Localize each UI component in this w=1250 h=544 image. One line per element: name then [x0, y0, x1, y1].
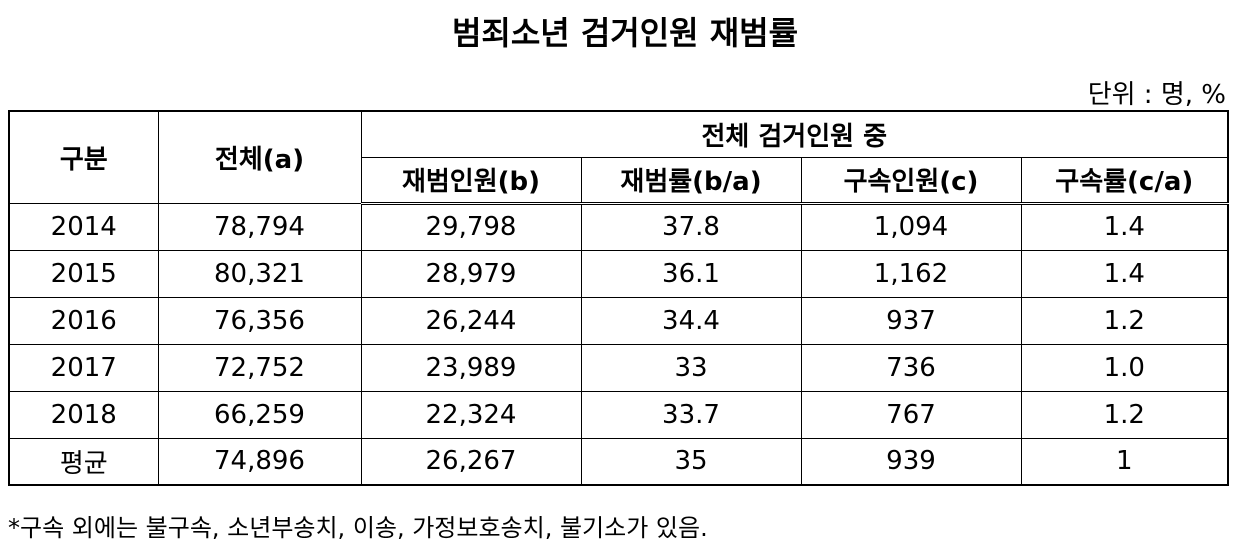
table-cell: 76,356 [157, 296, 362, 345]
data-table: 구분 전체(a) 전체 검거인원 중 재범인원(b) 재범률(b/a) 구속인원(c… [8, 110, 1230, 486]
table-row: 2014 78,794 29,798 37.8 1,094 1.4 [8, 202, 1229, 251]
table-cell: 2016 [8, 296, 159, 345]
header-cell: 구속인원(c) [800, 156, 1022, 205]
table-cell: 1,162 [800, 249, 1022, 298]
table-cell: 1.4 [1020, 202, 1229, 251]
table-row: 2016 76,356 26,244 34.4 937 1.2 [8, 296, 1229, 345]
table-cell: 78,794 [157, 202, 362, 251]
table-cell: 2015 [8, 249, 159, 298]
table-cell: 2017 [8, 343, 159, 392]
table-cell: 22,324 [360, 390, 582, 439]
table-cell: 26,267 [360, 437, 582, 486]
table-cell: 1 [1020, 437, 1229, 486]
footnote: *구속 외에는 불구속, 소년부송치, 이송, 가정보호송치, 불기소가 있음. [8, 514, 708, 542]
table-cell: 2018 [8, 390, 159, 439]
table-cell: 939 [800, 437, 1022, 486]
table-cell: 29,798 [360, 202, 582, 251]
table-cell: 1.2 [1020, 390, 1229, 439]
table-cell: 66,259 [157, 390, 362, 439]
table-cell: 34.4 [580, 296, 802, 345]
table-cell: 1,094 [800, 202, 1022, 251]
header-cell: 재범인원(b) [360, 156, 582, 205]
table-cell: 36.1 [580, 249, 802, 298]
table-cell: 1.4 [1020, 249, 1229, 298]
table-cell: 37.8 [580, 202, 802, 251]
table-cell: 736 [800, 343, 1022, 392]
table-cell: 72,752 [157, 343, 362, 392]
table-cell: 80,321 [157, 249, 362, 298]
table-cell: 2014 [8, 202, 159, 251]
table-cell: 26,244 [360, 296, 582, 345]
header-cell: 재범률(b/a) [580, 156, 802, 205]
header-cell: 구분 [8, 110, 159, 204]
table-cell: 767 [800, 390, 1022, 439]
table-cell: 평균 [8, 437, 159, 486]
table-row: 평균 74,896 26,267 35 939 1 [8, 437, 1229, 486]
table-cell: 23,989 [360, 343, 582, 392]
table-cell: 35 [580, 437, 802, 486]
table-row: 2017 72,752 23,989 33 736 1.0 [8, 343, 1229, 392]
table-cell: 28,979 [360, 249, 582, 298]
table-cell: 937 [800, 296, 1022, 345]
header-cell: 전체 검거인원 중 [360, 110, 1229, 158]
table-row: 2015 80,321 28,979 36.1 1,162 1.4 [8, 249, 1229, 298]
header-cell: 구속률(c/a) [1020, 156, 1229, 205]
unit-label: 단위 : 명, % [1087, 80, 1226, 110]
table-cell: 33.7 [580, 390, 802, 439]
table-cell: 1.0 [1020, 343, 1229, 392]
table-row: 2018 66,259 22,324 33.7 767 1.2 [8, 390, 1229, 439]
table-cell: 74,896 [157, 437, 362, 486]
table-cell: 1.2 [1020, 296, 1229, 345]
table-cell: 33 [580, 343, 802, 392]
title: 범죄소년 검거인원 재범률 [451, 14, 799, 52]
header-cell: 전체(a) [157, 110, 362, 204]
